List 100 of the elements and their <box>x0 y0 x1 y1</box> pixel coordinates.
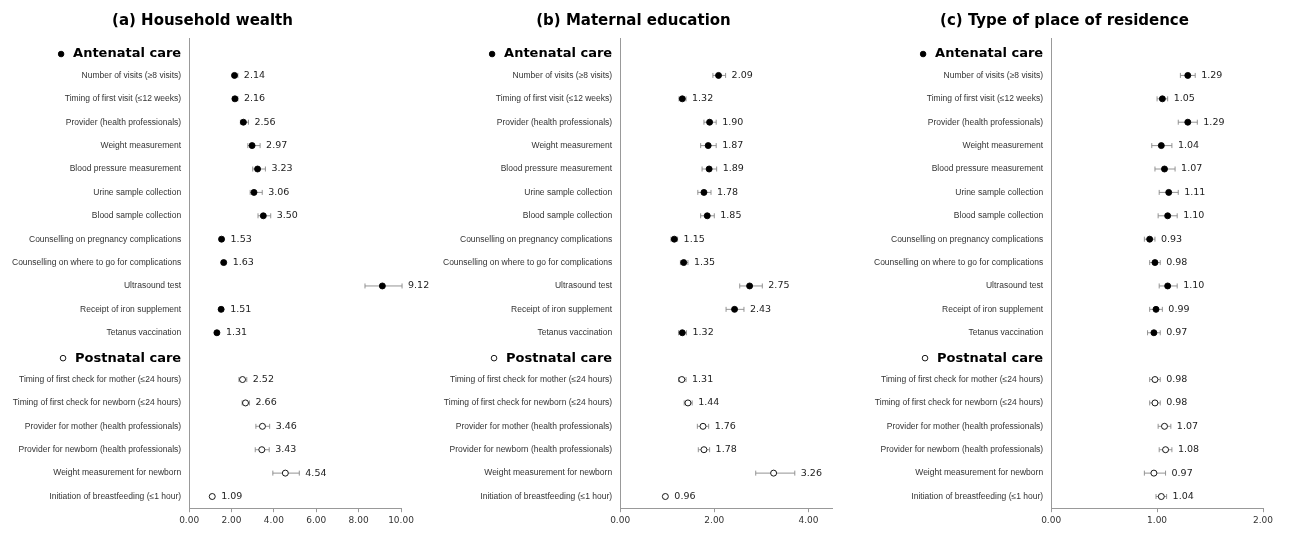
data-label: 3.06 <box>268 185 290 197</box>
data-label: 2.52 <box>252 373 274 385</box>
y-tick-label: Provider for mother (health professionals) <box>455 420 613 431</box>
y-tick-label: Provider (health professionals) <box>65 116 182 127</box>
y-tick-label: Tetanus vaccination <box>968 327 1044 338</box>
chart-title: (c) Type of place of residence <box>940 10 1189 29</box>
data-label: 1.90 <box>722 115 744 127</box>
y-tick-label: Timing of first visit (≤12 weeks) <box>926 93 1044 104</box>
data-label: 0.99 <box>1168 302 1190 314</box>
data-label: 0.96 <box>674 489 696 501</box>
x-tick-label: 2.00 <box>704 514 725 525</box>
x-tick-label: 2.00 <box>221 514 242 525</box>
data-label: 2.75 <box>768 279 790 291</box>
data-label: 9.12 <box>408 279 430 291</box>
data-label: 1.05 <box>1173 92 1195 104</box>
y-tick-label: Counselling on pregnancy complications <box>459 233 613 244</box>
data-label: 1.10 <box>1183 209 1205 221</box>
data-label: 1.11 <box>1184 185 1206 197</box>
chart-title: (a) Household wealth <box>112 10 293 29</box>
y-tick-label: Blood pressure measurement <box>500 163 613 174</box>
y-tick-label: Number of visits (≥8 visits) <box>81 69 182 80</box>
y-tick-label: Timing of first check for mother (≤24 hours) <box>450 373 613 384</box>
y-tick-label: Weight measurement <box>531 139 613 150</box>
y-tick-label: Counselling on pregnancy complications <box>28 233 182 244</box>
data-label: 1.08 <box>1177 443 1200 455</box>
x-tick-label: 10.00 <box>388 514 415 525</box>
data-label: 2.97 <box>266 139 288 151</box>
y-tick-label: Tetanus vaccination <box>537 327 613 338</box>
y-tick-label: Tetanus vaccination <box>106 327 182 338</box>
data-label: 1.87 <box>722 139 744 151</box>
y-tick-label: Blood sample collection <box>522 210 613 221</box>
y-tick-label: Receipt of iron supplement <box>511 303 613 314</box>
chart-title: (b) Maternal education <box>536 10 731 29</box>
legend-label: Antenatal care <box>935 45 1044 61</box>
data-label: 1.51 <box>230 302 252 314</box>
legend-label: Antenatal care <box>73 45 182 61</box>
y-tick-label: Counselling on where to go for complications <box>11 256 182 267</box>
y-tick-label: Urine sample collection <box>524 186 613 197</box>
data-label: 1.78 <box>715 443 737 455</box>
data-label: 3.50 <box>276 209 298 221</box>
y-tick-label: Counselling on where to go for complications <box>442 256 613 267</box>
y-tick-label: Blood sample collection <box>953 210 1044 221</box>
y-tick-label: Provider (health professionals) <box>927 116 1044 127</box>
y-tick-label: Timing of first check for mother (≤24 hours) <box>19 373 182 384</box>
y-tick-label: Ultrasound test <box>985 280 1044 291</box>
data-label: 1.10 <box>1183 279 1205 291</box>
data-label: 0.97 <box>1171 466 1193 478</box>
y-tick-label: Initiation of breastfeeding (≤1 hour) <box>480 490 613 501</box>
x-tick-label: 6.00 <box>306 514 327 525</box>
legend-label: Antenatal care <box>504 45 613 61</box>
data-label: 2.66 <box>255 396 277 408</box>
data-label: 1.31 <box>692 373 714 385</box>
data-label: 0.97 <box>1166 326 1188 338</box>
y-tick-label: Blood pressure measurement <box>931 163 1044 174</box>
data-label: 2.56 <box>254 115 276 127</box>
data-label: 1.85 <box>720 209 742 221</box>
data-label: 1.35 <box>693 256 716 268</box>
data-label: 1.78 <box>717 185 739 197</box>
x-tick-label: 8.00 <box>348 514 369 525</box>
y-tick-label: Urine sample collection <box>93 186 182 197</box>
data-label: 3.46 <box>275 419 297 431</box>
data-label: 1.31 <box>225 326 248 338</box>
legend-label: Postnatal care <box>937 349 1044 365</box>
y-tick-label: Initiation of breastfeeding (≤1 hour) <box>49 490 182 501</box>
y-tick-label: Provider for newborn (health professionals) <box>880 444 1044 455</box>
y-tick-label: Ultrasound test <box>554 280 613 291</box>
legend-label: Postnatal care <box>506 349 613 365</box>
y-tick-label: Initiation of breastfeeding (≤1 hour) <box>911 490 1044 501</box>
data-label: 1.15 <box>683 232 705 244</box>
data-label: 2.09 <box>731 68 753 80</box>
data-label: 1.63 <box>232 256 254 268</box>
y-tick-label: Urine sample collection <box>955 186 1044 197</box>
y-tick-label: Blood sample collection <box>91 210 182 221</box>
y-tick-label: Timing of first visit (≤12 weeks) <box>64 93 182 104</box>
y-tick-label: Timing of first check for mother (≤24 hours) <box>881 373 1044 384</box>
y-tick-label: Number of visits (≥8 visits) <box>512 69 613 80</box>
data-label: 1.29 <box>1201 68 1223 80</box>
data-label: 3.43 <box>275 443 297 455</box>
data-label: 1.44 <box>698 396 720 408</box>
y-tick-label: Counselling on pregnancy complications <box>890 233 1044 244</box>
x-tick-label: 2.00 <box>1252 514 1274 525</box>
data-label: 1.09 <box>221 489 243 501</box>
x-tick-label: 4.00 <box>798 514 819 525</box>
data-label: 0.98 <box>1166 256 1188 268</box>
x-tick-label: 0.00 <box>179 514 200 525</box>
y-tick-label: Provider for mother (health professionals) <box>24 420 182 431</box>
data-label: 2.16 <box>243 92 266 104</box>
data-label: 0.93 <box>1160 232 1183 244</box>
data-label: 1.07 <box>1181 162 1203 174</box>
data-label: 3.26 <box>800 466 822 478</box>
data-label: 0.98 <box>1166 373 1188 385</box>
y-tick-label: Provider for mother (health professionals) <box>886 420 1044 431</box>
y-tick-label: Weight measurement for newborn <box>53 467 182 478</box>
y-tick-label: Weight measurement for newborn <box>915 467 1044 478</box>
data-label: 1.32 <box>692 326 714 338</box>
data-label: 2.43 <box>749 302 772 314</box>
data-label: 4.54 <box>305 466 327 478</box>
y-tick-label: Provider for newborn (health professionals) <box>449 444 613 455</box>
data-label: 1.04 <box>1177 139 1200 151</box>
x-tick-label: 0.00 <box>1041 514 1062 525</box>
